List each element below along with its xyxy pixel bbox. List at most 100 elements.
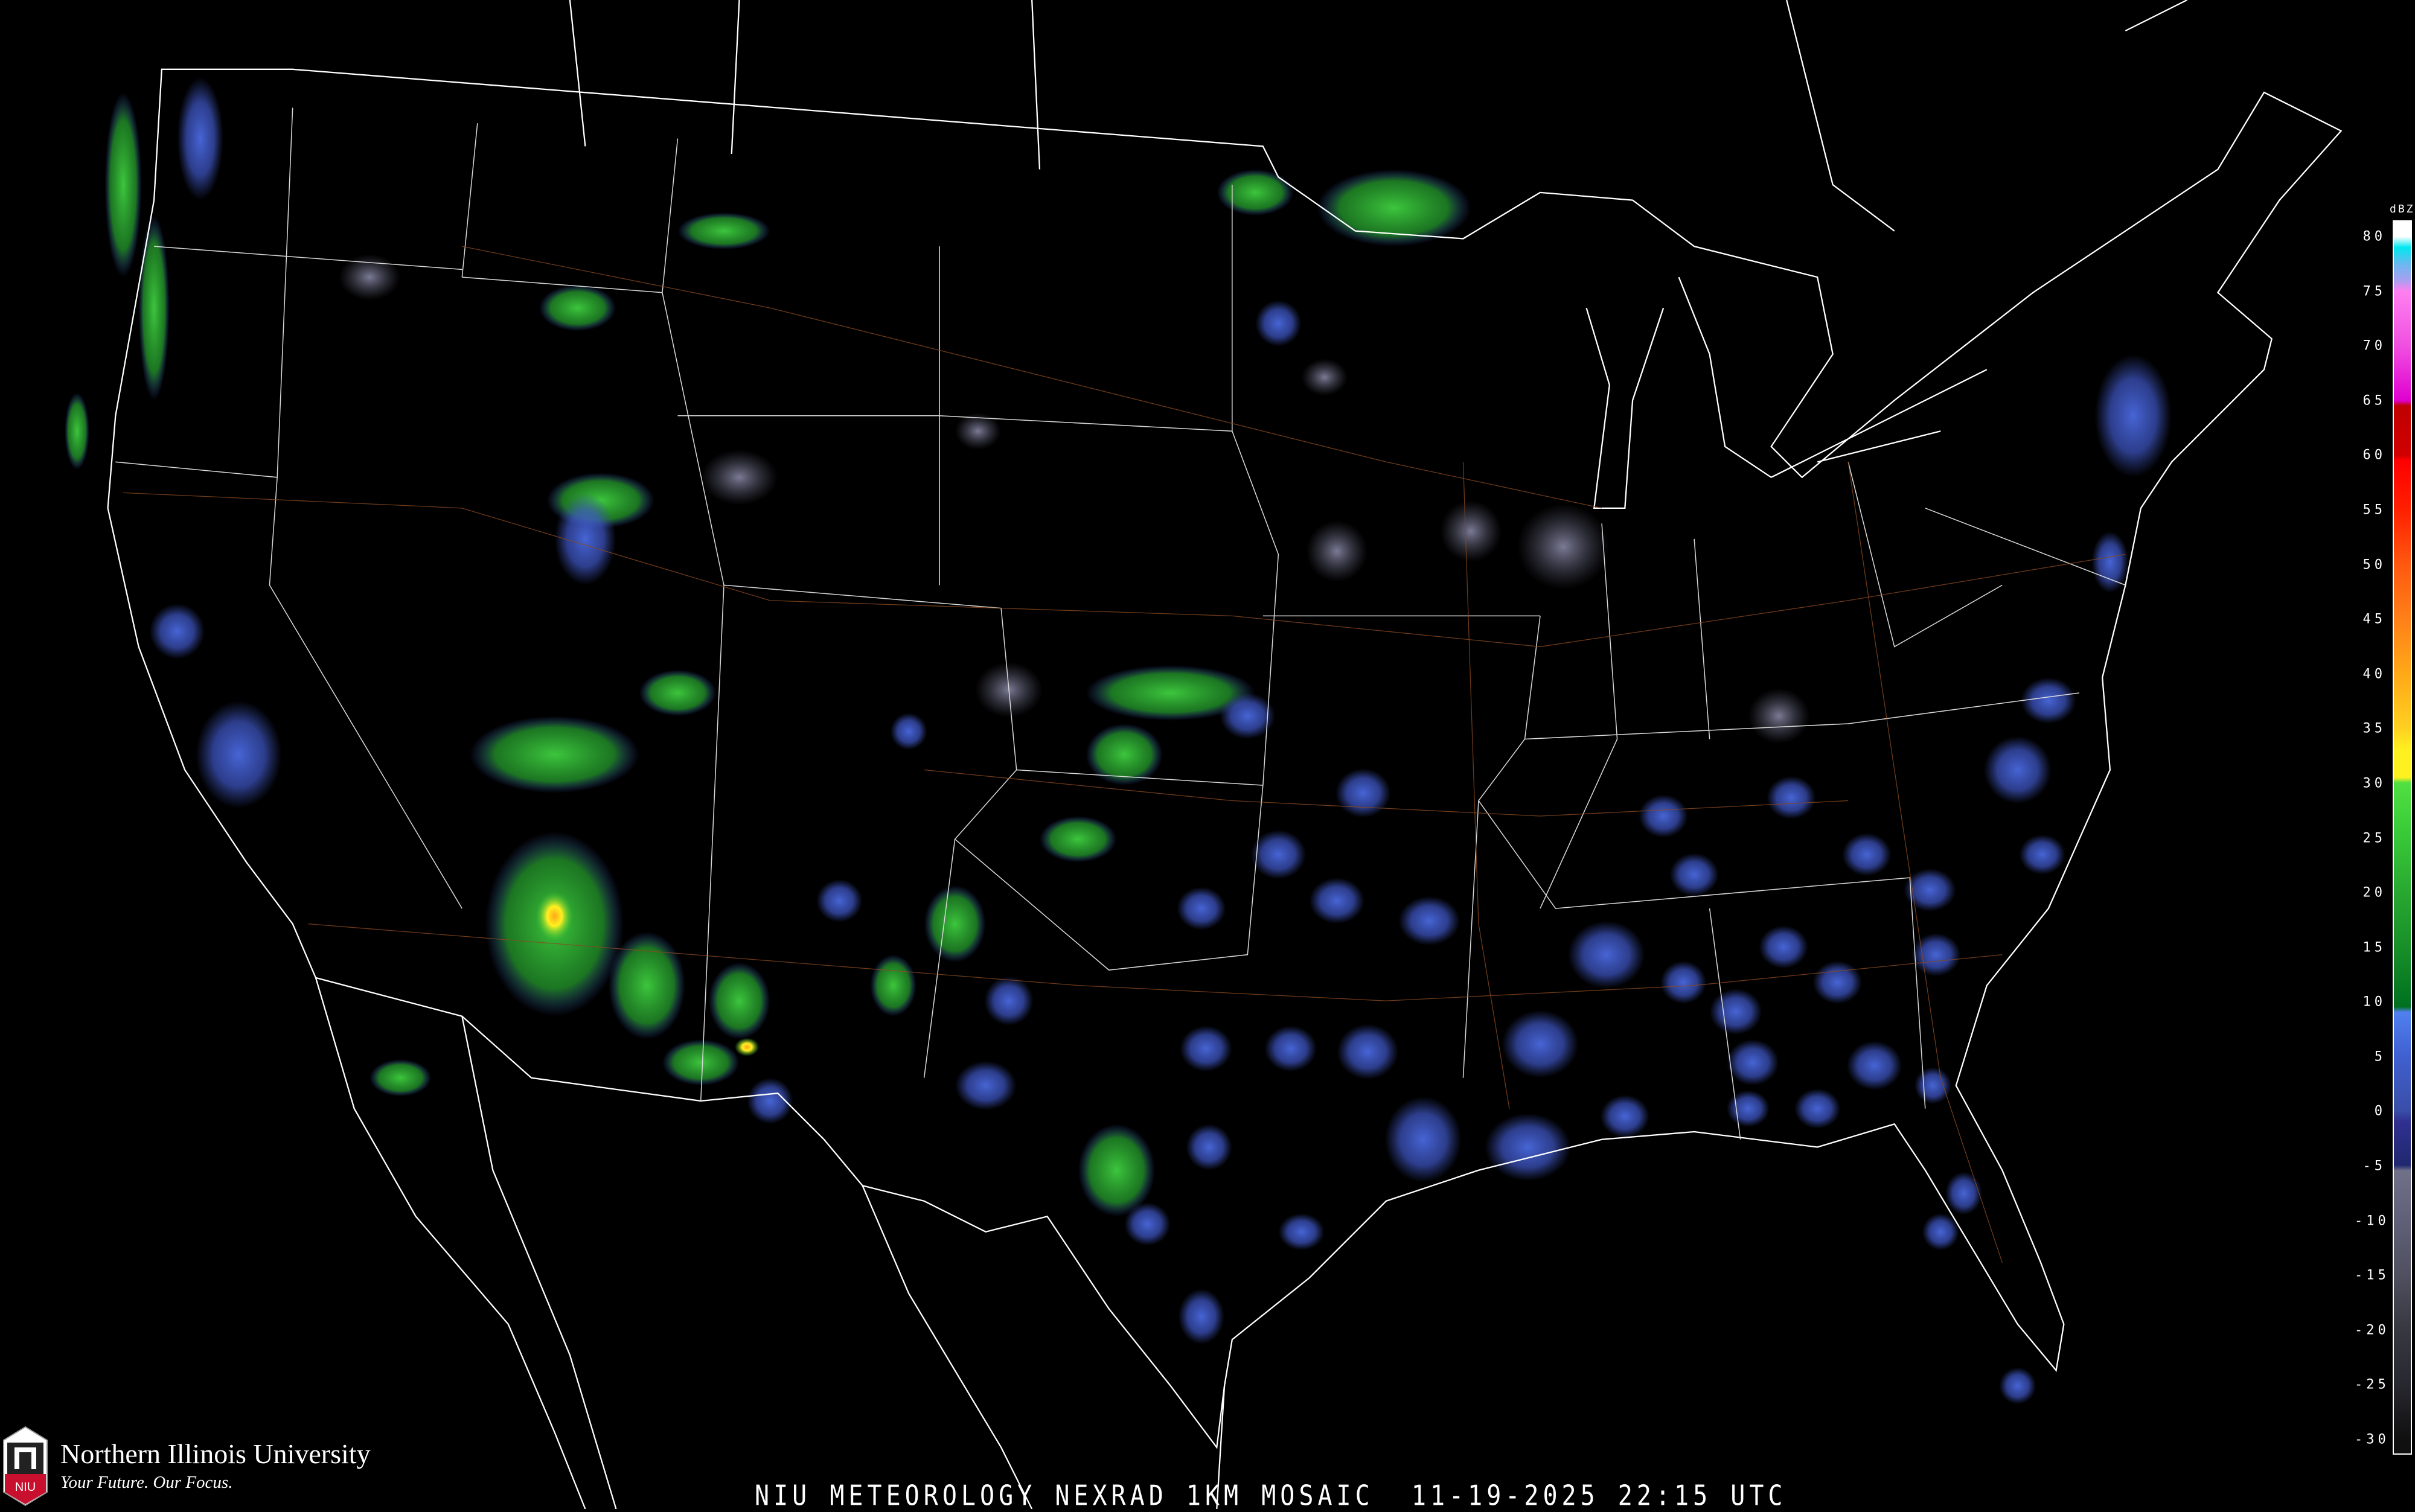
radar-echo (608, 931, 686, 1039)
shield-text: NIU (15, 1481, 36, 1494)
radar-echo (1124, 1202, 1171, 1246)
radar-echo (700, 449, 778, 505)
radar-echo (1600, 1094, 1650, 1138)
radar-echo (1086, 723, 1163, 786)
radar-echo (890, 713, 927, 750)
radar-echo (1278, 1213, 1325, 1251)
radar-echo (639, 669, 717, 716)
colorbar-tick-label: 60 (2362, 447, 2386, 463)
colorbar-tick-label: 0 (2374, 1103, 2386, 1119)
radar-echo (1217, 169, 1294, 216)
radar-echo (65, 392, 89, 470)
colorbar-tick-label: -10 (2355, 1213, 2390, 1229)
colorbar-tick-label: 75 (2362, 284, 2386, 299)
radar-echo (369, 1059, 432, 1097)
radar-echo (2019, 834, 2065, 875)
great-lakes (1585, 276, 1988, 509)
radar-echo (1301, 359, 1348, 396)
highways (123, 246, 2126, 1263)
radar-echo (1180, 1025, 1232, 1072)
university-name: Northern Illinois University (60, 1438, 371, 1469)
radar-echo (1485, 1113, 1572, 1181)
radar-echo (1914, 1067, 1952, 1105)
niu-shield-logo: NIU (3, 1426, 48, 1507)
colorbar-tick-label: -15 (2355, 1268, 2390, 1283)
radar-echo (1669, 853, 1719, 896)
radar-echo (1846, 1041, 1902, 1091)
radar-echo (339, 254, 401, 301)
radar-echo (138, 215, 170, 401)
radar-echo (1983, 736, 2052, 804)
map-title-timestamp: NIU METEOROLOGY NEXRAD 1KM MOSAIC 11-19-… (755, 1480, 1787, 1512)
university-tagline: Your Future. Our Focus. (60, 1473, 233, 1492)
us-outline (107, 68, 2343, 1449)
reflectivity-colorbar (2393, 220, 2412, 1455)
colorbar-tick-label: -20 (2355, 1322, 2390, 1338)
radar-echo (955, 1061, 1017, 1111)
radar-echo (1255, 300, 1302, 346)
radar-echo (1250, 830, 1307, 879)
colorbar-tick-label: 10 (2362, 994, 2386, 1010)
radar-echo (1904, 868, 1956, 912)
radar-echo (1748, 688, 1810, 744)
radar-echo (177, 77, 223, 200)
colorbar-tick-label: 15 (2362, 940, 2386, 955)
colorbar-tick-label: 25 (2362, 831, 2386, 846)
radar-echo (1794, 1088, 1841, 1129)
radar-echo (1767, 776, 1816, 820)
colorbar-tick-label: 55 (2362, 502, 2386, 518)
colorbar-tick-label: -25 (2355, 1377, 2390, 1392)
colorbar-tick-label: 80 (2362, 229, 2386, 244)
radar-echo (2020, 677, 2076, 724)
radar-echo (1567, 920, 1645, 989)
radar-echo (1220, 692, 1276, 739)
colorbar-tick-label: 70 (2362, 338, 2386, 354)
radar-echo (1335, 768, 1391, 818)
radar-echo (149, 604, 205, 659)
radar-echo (1178, 1289, 1225, 1345)
radar-echoes (65, 77, 2172, 1405)
radar-echo (1842, 833, 1892, 876)
radar-echo (1726, 1090, 1770, 1128)
radar-echo (1039, 816, 1117, 863)
radar-echo (984, 976, 1034, 1026)
radar-echo (1759, 925, 1808, 969)
state-borders (115, 107, 2126, 1140)
radar-echo (2094, 354, 2172, 477)
radar-echo (2091, 531, 2129, 593)
radar-echo (1078, 1124, 1156, 1217)
radar-echo (1440, 500, 1502, 563)
radar-echo (539, 284, 616, 331)
radar-echo (708, 962, 770, 1039)
radar-echo (195, 700, 282, 809)
mexico-border (315, 977, 1226, 1509)
radar-echo (1999, 1367, 2036, 1405)
radar-echo (1726, 1039, 1779, 1086)
colorbar-tick-label: -30 (2355, 1432, 2390, 1447)
radar-echo (1812, 960, 1863, 1004)
radar-echo (1517, 503, 1610, 590)
country-borders (107, 0, 2343, 1509)
radar-echo (1186, 1124, 1232, 1170)
canada-lines (569, 0, 2187, 232)
radar-echo (1317, 169, 1471, 247)
colorbar-tick-label: -5 (2362, 1158, 2386, 1174)
radar-echo (470, 716, 639, 793)
colorbar-tick-label: 50 (2362, 557, 2386, 573)
colorbar-tick-label: 40 (2362, 666, 2386, 682)
legend-unit: dBZ (2390, 203, 2415, 215)
radar-echo (536, 892, 573, 941)
radar-echo (1922, 1213, 1959, 1251)
radar-echo (677, 212, 770, 250)
radar-echo (924, 885, 986, 963)
radar-echo (747, 1077, 793, 1124)
colorbar-tick-label: 35 (2362, 721, 2386, 736)
radar-echo (554, 493, 616, 585)
radar-echo (1176, 887, 1226, 930)
radar-echo (1945, 1172, 1983, 1215)
colorbar-tick-label: 45 (2362, 611, 2386, 627)
colorbar-tick-label: 65 (2362, 393, 2386, 409)
radar-echo (1309, 878, 1365, 924)
radar-echo (1264, 1025, 1317, 1072)
